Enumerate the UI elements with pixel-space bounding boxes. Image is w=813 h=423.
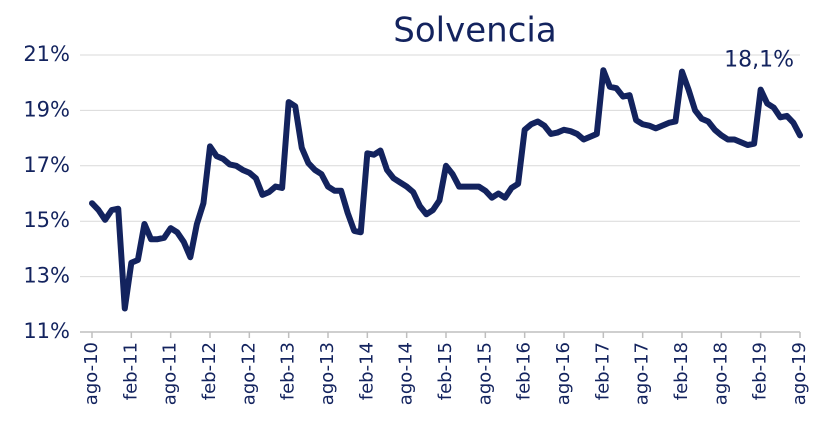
x-tick-label: feb-16 [514,342,535,400]
x-tick-label: feb-17 [592,342,613,400]
x-tick-label: feb-14 [356,342,377,400]
x-tick-label: ago-14 [396,342,417,405]
x-tick-label: ago-11 [160,342,181,405]
x-tick-label: ago-16 [553,342,574,405]
annotation: 18,1% [724,47,794,72]
chart-title: Solvencia [393,11,556,51]
x-tick-label: feb-19 [750,342,771,400]
x-tick-label: feb-11 [120,342,141,400]
x-tick-label: feb-13 [278,342,299,400]
x-tick-label: ago-10 [81,342,102,405]
x-tick-label: ago-19 [789,342,810,405]
y-tick-label: 15% [23,208,70,232]
x-tick-label: ago-18 [710,342,731,405]
y-tick-label: 13% [23,264,70,288]
series-line [89,67,803,312]
x-tick-label: ago-15 [474,342,495,405]
x-tick-label: feb-12 [199,342,220,400]
x-tick-label: ago-17 [632,342,653,405]
y-tick-label: 21% [23,42,70,66]
y-tick-label: 19% [23,97,70,121]
x-tick-label: ago-12 [238,342,259,405]
y-tick-label: 11% [23,319,70,343]
y-tick-label: 17% [23,153,70,177]
x-tick-label: feb-15 [435,342,456,400]
x-tick-label: ago-13 [317,342,338,405]
x-tick-label: feb-18 [671,342,692,400]
